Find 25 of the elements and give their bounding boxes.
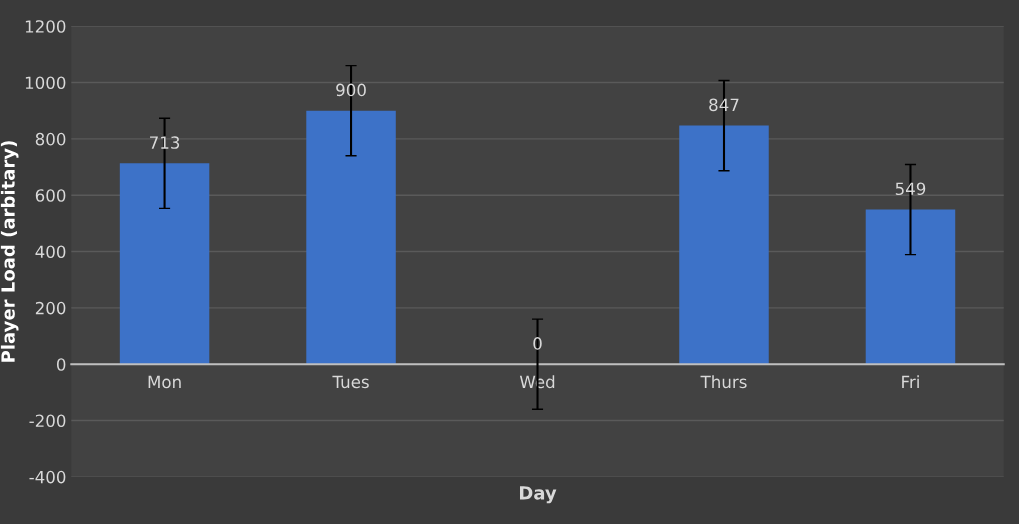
y-tick-label: 1200 <box>25 20 66 33</box>
y-tick-label: 200 <box>35 301 66 315</box>
y-tick-label: 600 <box>35 189 66 202</box>
y-tick-label: 0 <box>56 358 66 371</box>
x-tick-label: Thurs <box>700 375 747 389</box>
y-tick-label: -200 <box>29 414 66 428</box>
y-tick-label: -400 <box>29 470 66 484</box>
bar <box>679 125 769 365</box>
bar <box>865 209 956 365</box>
x-tick-label: Tues <box>332 375 369 389</box>
data-label: 549 <box>895 182 926 196</box>
bar <box>306 110 396 365</box>
x-axis-title: Day <box>519 486 557 504</box>
x-tick-label: Wed <box>519 375 555 389</box>
data-label: 0 <box>533 337 542 350</box>
data-label: 900 <box>336 83 366 97</box>
x-tick-label: Fri <box>902 375 919 388</box>
y-axis-title: Player Load (arbitary) <box>0 141 19 362</box>
data-label: 847 <box>709 98 739 112</box>
bar <box>119 163 210 365</box>
y-tick-label: 800 <box>35 132 66 146</box>
y-tick-label: 1000 <box>25 76 66 90</box>
data-label: 713 <box>150 136 180 149</box>
y-tick-label: 400 <box>35 245 66 259</box>
x-tick-label: Mon <box>148 375 181 389</box>
